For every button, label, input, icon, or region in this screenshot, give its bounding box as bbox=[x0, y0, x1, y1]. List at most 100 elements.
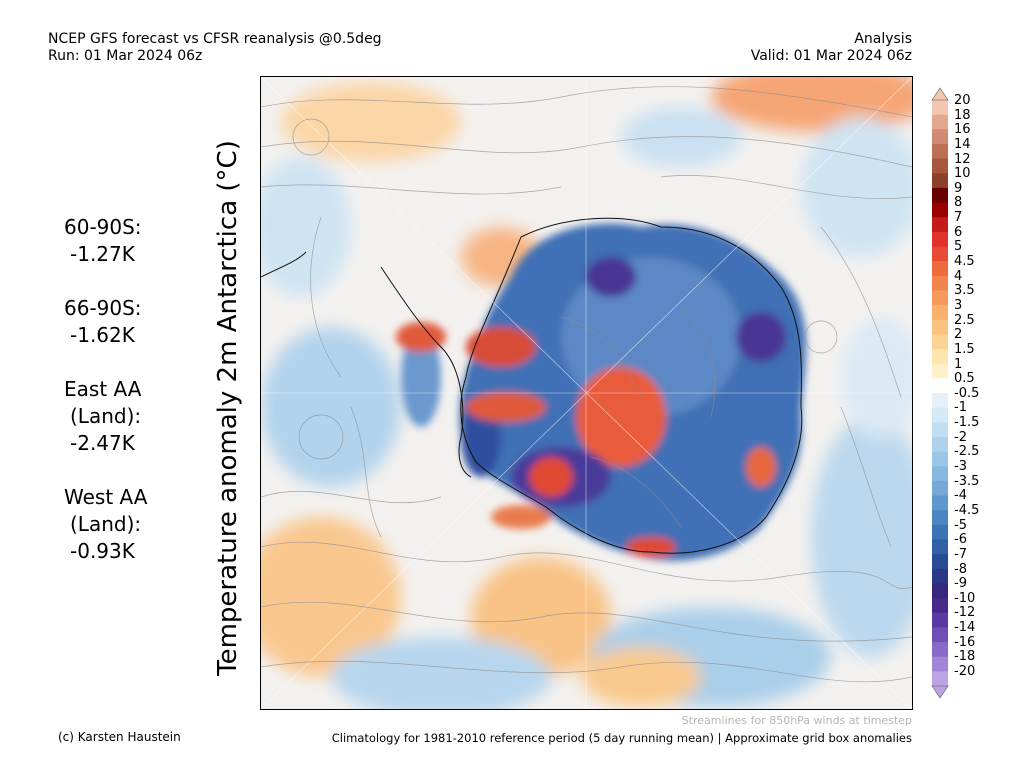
colorbar-tick-label: -7 bbox=[954, 546, 967, 562]
colorbar-cell bbox=[932, 363, 948, 379]
colorbar-tick-label: -5 bbox=[954, 517, 967, 533]
colorbar-cell bbox=[932, 100, 948, 116]
colorbar-cell bbox=[932, 173, 948, 189]
colorbar-cell bbox=[932, 290, 948, 306]
chart-title: NCEP GFS forecast vs CFSR reanalysis @0.… bbox=[48, 31, 382, 65]
colorbar-tick-label: -4 bbox=[954, 488, 967, 504]
colorbar-cell bbox=[932, 305, 948, 321]
stat-east-aa: East AA (Land): -2.47K bbox=[64, 376, 147, 457]
colorbar-tick-label: 18 bbox=[954, 107, 971, 123]
colorbar-tick-label: -2 bbox=[954, 429, 967, 445]
coastline-antarctica bbox=[460, 217, 803, 554]
colorbar-cell bbox=[932, 275, 948, 291]
colorbar-tick-label: -8 bbox=[954, 561, 967, 577]
colorbar bbox=[931, 87, 949, 699]
colorbar-top-arrow bbox=[931, 87, 949, 101]
credit: (c) Karsten Haustein bbox=[58, 730, 181, 744]
colorbar-cell bbox=[932, 202, 948, 218]
colorbar-tick-label: 12 bbox=[954, 151, 971, 167]
colorbar-tick-label: 5 bbox=[954, 239, 963, 255]
colorbar-tick-label: 7 bbox=[954, 210, 963, 226]
map-image bbox=[261, 77, 912, 709]
colorbar-cell bbox=[932, 114, 948, 130]
colorbar-tick-label: -4.5 bbox=[954, 502, 980, 518]
colorbar-tick-label: 4 bbox=[954, 268, 963, 284]
colorbar-tick-label: 2 bbox=[954, 327, 963, 343]
colorbar-tick-label: 3 bbox=[954, 297, 963, 313]
stat-west-aa: West AA (Land): -0.93K bbox=[64, 484, 147, 565]
title-line-1: NCEP GFS forecast vs CFSR reanalysis @0.… bbox=[48, 31, 382, 47]
axis-label: Temperature anomaly 2m Antarctica (°C) bbox=[213, 140, 243, 676]
coastline-peninsula bbox=[380, 266, 472, 478]
stat-label-sub: (Land): bbox=[70, 404, 142, 428]
colorbar-tick-label: 8 bbox=[954, 195, 963, 211]
colorbar-cell bbox=[932, 349, 948, 365]
stat-label: 60-90S: bbox=[64, 215, 142, 239]
stat-value: -1.62K bbox=[70, 323, 135, 347]
stat-60-90s: 60-90S: -1.27K bbox=[64, 214, 147, 268]
colorbar-tick-label: -9 bbox=[954, 576, 967, 592]
colorbar-cell bbox=[932, 143, 948, 159]
colorbar-cell bbox=[932, 583, 948, 599]
colorbar-cell bbox=[932, 656, 948, 672]
colorbar-tick-label: -14 bbox=[954, 620, 976, 636]
colorbar-cell bbox=[932, 612, 948, 628]
colorbar-tick-label: 9 bbox=[954, 180, 963, 196]
colorbar-bottom-arrow bbox=[931, 685, 949, 699]
colorbar-tick-label: 1 bbox=[954, 356, 963, 372]
colorbar-cell bbox=[932, 217, 948, 233]
colorbar-cell bbox=[932, 480, 948, 496]
colorbar-tick-label: -2.5 bbox=[954, 444, 980, 460]
colorbar-tick-label: 4.5 bbox=[954, 254, 975, 270]
colorbar-tick-label: -18 bbox=[954, 649, 976, 665]
colorbar-tick-label: -6 bbox=[954, 532, 967, 548]
colorbar-cell bbox=[932, 378, 948, 394]
stat-label: West AA bbox=[64, 485, 148, 509]
antarctica-anomaly-fields bbox=[396, 223, 806, 561]
colorbar-cell bbox=[932, 524, 948, 540]
colorbar-tick-label: 2.5 bbox=[954, 312, 975, 328]
colorbar-tick-label: -12 bbox=[954, 605, 976, 621]
colorbar-tick-label: 10 bbox=[954, 166, 971, 182]
colorbar-cell bbox=[932, 334, 948, 350]
colorbar-cell bbox=[932, 187, 948, 203]
valid-time: Analysis Valid: 01 Mar 2024 06z bbox=[751, 31, 912, 65]
streamlines-note: Streamlines for 850hPa winds at timestep bbox=[681, 714, 912, 727]
colorbar-cell bbox=[932, 261, 948, 277]
stat-66-90s: 66-90S: -1.62K bbox=[64, 295, 147, 349]
graticule bbox=[261, 77, 912, 709]
title-line-2: Run: 01 Mar 2024 06z bbox=[48, 48, 203, 64]
colorbar-cell bbox=[932, 495, 948, 511]
colorbar-tick-label: 6 bbox=[954, 224, 963, 240]
colorbar-cell bbox=[932, 642, 948, 658]
colorbar-cell bbox=[932, 422, 948, 438]
colorbar-tick-label: -0.5 bbox=[954, 385, 980, 401]
stat-value: -1.27K bbox=[70, 242, 135, 266]
colorbar-cell bbox=[932, 466, 948, 482]
colorbar-tick-label: 20 bbox=[954, 93, 971, 108]
colorbar-cell bbox=[932, 451, 948, 467]
colorbar-tick-label: -10 bbox=[954, 590, 976, 606]
colorbar-tick-label: -3 bbox=[954, 459, 967, 475]
colorbar-tick-label: 1.5 bbox=[954, 341, 975, 357]
colorbar-tick-label: -20 bbox=[954, 663, 976, 679]
colorbar-cell bbox=[932, 554, 948, 570]
colorbar-cell bbox=[932, 129, 948, 145]
stat-label: 66-90S: bbox=[64, 296, 142, 320]
stat-label-sub: (Land): bbox=[70, 512, 142, 536]
colorbar-cell bbox=[932, 246, 948, 262]
colorbar-tick-label: -1.5 bbox=[954, 415, 980, 431]
stat-label: East AA bbox=[64, 377, 142, 401]
colorbar-tick-label: -3.5 bbox=[954, 473, 980, 489]
valid-label: Valid: 01 Mar 2024 06z bbox=[750, 48, 912, 64]
analysis-label: Analysis bbox=[854, 31, 912, 47]
coastline-south-america bbox=[261, 251, 307, 278]
colorbar-labels: 20 18 16 14 12 10 9 8 7 6 5 4.5 4 3.5 3 2.5 2 1.5 1 0.5 -0.5… bbox=[954, 93, 980, 680]
colorbar-cell bbox=[932, 393, 948, 409]
colorbar-cell bbox=[932, 568, 948, 584]
stat-value: -2.47K bbox=[70, 431, 135, 455]
wind-streamlines bbox=[261, 86, 912, 683]
colorbar-tick-label: 0.5 bbox=[954, 371, 975, 387]
colorbar-cell bbox=[932, 598, 948, 614]
climatology-note: Climatology for 1981-2010 reference peri… bbox=[331, 731, 912, 745]
